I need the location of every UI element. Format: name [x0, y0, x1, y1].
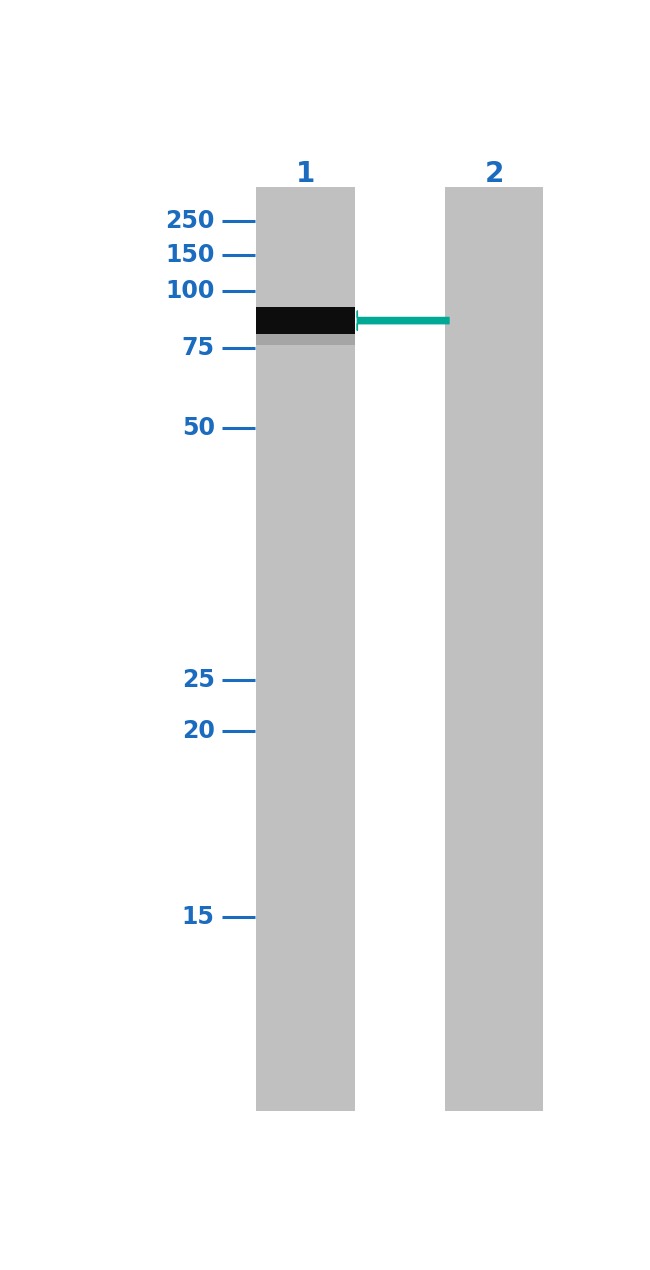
Text: 20: 20	[182, 719, 215, 743]
Text: 25: 25	[182, 668, 215, 692]
Text: 150: 150	[165, 243, 214, 267]
Text: 75: 75	[182, 337, 215, 359]
Bar	[256, 334, 354, 345]
Bar	[256, 307, 354, 334]
Bar	[445, 187, 543, 1111]
Text: 50: 50	[182, 417, 215, 441]
Text: 250: 250	[165, 208, 214, 232]
Text: 1: 1	[296, 160, 315, 188]
Text: 15: 15	[182, 906, 215, 930]
Bar	[256, 187, 354, 1111]
Text: 2: 2	[485, 160, 504, 188]
Text: 100: 100	[165, 279, 214, 304]
